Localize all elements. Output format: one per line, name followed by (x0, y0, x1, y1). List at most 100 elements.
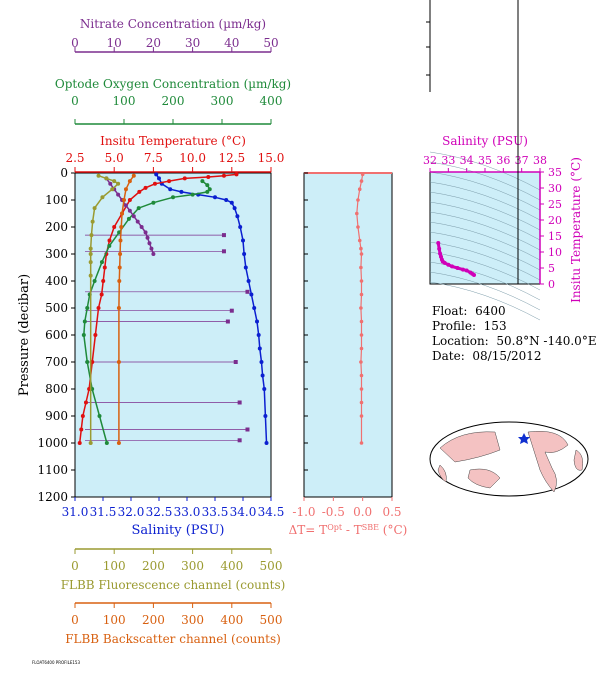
salinity-point (255, 319, 259, 324)
temperature-axis-label: Insitu Temperature (°C) (100, 134, 246, 148)
fluorescence-point (88, 441, 93, 445)
oxygen-point (85, 306, 90, 310)
salinity-tick-label: 32.0 (118, 505, 145, 519)
oxygen-point (99, 260, 104, 265)
delta-tick-label: -1.0 (292, 505, 315, 519)
fluorescence-point (88, 246, 93, 251)
oxygen-point (117, 230, 122, 235)
profile-line: Profile: 153 (432, 319, 507, 333)
ts-point (446, 262, 451, 267)
delta-point (359, 373, 364, 378)
fluorescence-tick-label: 400 (220, 559, 243, 573)
delta-point (359, 360, 363, 364)
temperature-point (182, 176, 187, 181)
ts-ytick-label: 35 (548, 166, 562, 179)
oxygen-point (151, 200, 156, 205)
main-panel-bg (74, 172, 272, 498)
salinity-point (246, 279, 251, 283)
temperature-point (206, 175, 211, 180)
oxygen-point (205, 189, 210, 194)
salinity-point (168, 187, 173, 192)
backscatter-point (118, 252, 123, 256)
salinity-point (229, 200, 234, 205)
salinity-point (241, 238, 245, 243)
float-id: 6400 (475, 304, 506, 318)
temperature-point (221, 173, 226, 178)
fluorescence-point (110, 187, 115, 192)
nitrate-point (147, 241, 152, 246)
ts-point (461, 267, 465, 272)
ts-point (450, 264, 454, 269)
nitrate-spike-point (233, 360, 238, 364)
ts-point (436, 241, 441, 246)
backscatter-point (127, 179, 132, 184)
ts-density-contour (429, 161, 541, 201)
backscatter-point (123, 187, 128, 192)
temperature-point (112, 225, 117, 229)
ts-density-contour (429, 221, 541, 261)
oxygen-point (81, 333, 86, 337)
nitrate-point (145, 235, 150, 240)
salinity-point (256, 333, 261, 337)
temperature-point (137, 189, 142, 194)
fluorescence-tick-label: 300 (181, 559, 204, 573)
temperature-point (101, 279, 106, 283)
backscatter-point (118, 238, 123, 243)
nitrate-point (108, 181, 113, 186)
fluorescence-point (112, 179, 117, 184)
float-info: Float: 6400 Profile: 153 Location: 50.8°… (432, 304, 597, 364)
fluorescence-point (92, 206, 97, 211)
salinity-point (154, 172, 159, 177)
ts-ytick-label: 25 (548, 198, 562, 211)
nitrate-tick-label: 10 (107, 36, 122, 50)
temperature-point (79, 427, 84, 432)
backscatter-point (116, 360, 121, 364)
delta-point (359, 279, 364, 283)
ts-point (442, 260, 447, 265)
ts-density-contour (429, 201, 541, 241)
salinity-point (242, 252, 247, 256)
oxygen-tick-label: 0 (71, 94, 79, 108)
ts-xtick-label: 32 (423, 154, 437, 167)
pressure-tick-label: 400 (45, 274, 68, 288)
map-landmass-americas (527, 431, 569, 493)
ts-point (464, 268, 469, 273)
fluorescence-tick-label: 100 (103, 559, 126, 573)
nitrate-tick-label: 20 (146, 36, 161, 50)
ts-ytick-label: 10 (548, 246, 562, 259)
nitrate-tick-label: 30 (185, 36, 200, 50)
location-line: Location: 50.8°N -140.0°E (432, 334, 597, 348)
salinity-point (263, 414, 268, 418)
ts-density-contour (429, 181, 541, 221)
temperature-point (96, 306, 101, 310)
backscatter-point (119, 225, 124, 229)
delta-tick-label: -0.5 (322, 505, 345, 519)
oxygen-axis-label: Optode Oxygen Concentration (µm/kg) (55, 77, 291, 91)
delta-axis-label: ΔT= TOpt - TSBE (°C) (289, 523, 408, 538)
delta-point (359, 441, 364, 445)
delta-point (356, 225, 360, 229)
salinity-point (232, 206, 237, 211)
delta-point (359, 387, 364, 391)
nitrate-point (151, 252, 156, 256)
nitrate-axis-label: Nitrate Concentration (µm/kg) (80, 17, 266, 31)
nitrate-tick-label: 0 (71, 36, 79, 50)
delta-point (357, 187, 362, 191)
backscatter-tick-label: 200 (142, 613, 165, 627)
oxygen-point (126, 216, 131, 221)
delta-point (359, 265, 363, 270)
world-map (429, 421, 589, 497)
fluorescence-point (104, 176, 109, 181)
ts-density-contour (429, 241, 541, 281)
oxygen-point (97, 414, 102, 418)
oxygen-tick-label: 300 (211, 94, 234, 108)
salinity-point (235, 214, 240, 219)
backscatter-tick-label: 100 (103, 613, 126, 627)
ts-density-contour (429, 261, 541, 301)
salinity-point (238, 225, 243, 229)
float-location-star (518, 433, 530, 444)
temperature-point (234, 172, 239, 177)
map-landmass-asia (439, 431, 501, 463)
backscatter-point (131, 173, 136, 178)
